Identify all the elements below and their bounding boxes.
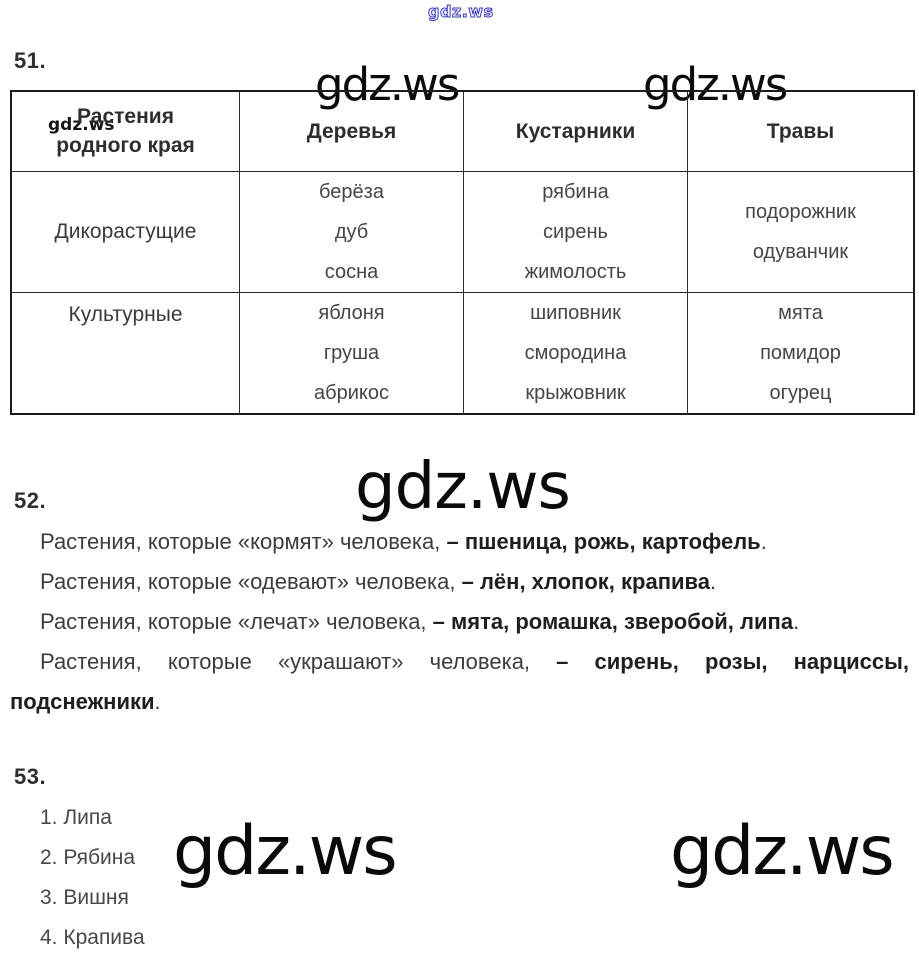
trees-cell-wild: берёза дуб сосна	[239, 170, 464, 293]
answer-text-bold: – пшеница, рожь, картофель	[440, 529, 761, 554]
answer-text-bold: – мята, ромашка, зверобой, липа	[426, 609, 794, 634]
plant-name: груша	[323, 341, 380, 364]
plant-name: абрикос	[314, 381, 389, 404]
answer-text-plain: Растения, которые «лечат» человека,	[40, 609, 427, 634]
category-cell-cultivated: Культурные	[10, 291, 240, 414]
task-52-label: 52.	[14, 488, 47, 513]
table-row-cultivated: Культурные яблоня груша абрикос шиповник…	[10, 291, 915, 414]
answer-period: .	[793, 609, 800, 634]
plant-name: шиповник	[530, 301, 621, 324]
task-53-label: 53.	[14, 764, 47, 789]
task-51-label: 51.	[14, 48, 47, 73]
plant-name: дуб	[334, 220, 369, 243]
task-52-answers: Растения, которые «кормят» человека, – п…	[10, 522, 909, 722]
answer-period: .	[760, 529, 767, 554]
plant-name: сосна	[324, 260, 379, 283]
category-cell-wild: Дикорастущие	[10, 170, 240, 293]
header-trees: Деревья	[239, 90, 464, 172]
header-herbs: Травы	[687, 90, 915, 172]
list-item: 1. Липа	[40, 806, 112, 829]
answer-text-bold: подснежники	[10, 689, 155, 714]
plant-name: мята	[778, 301, 823, 324]
plant-name: помидор	[760, 341, 841, 364]
plant-name: жимолость	[524, 260, 627, 283]
answer-paragraph: Растения, которые «лечат» человека, – мя…	[10, 602, 909, 642]
answer-period: .	[709, 569, 717, 594]
answer-text-plain: Растения, которые «кормят» человека,	[40, 529, 441, 554]
watermark-top: gdz.ws	[428, 2, 494, 21]
plant-name: рябина	[542, 180, 609, 203]
header-line-1: Растения	[77, 105, 174, 129]
herbs-cell-wild: подорожник одуванчик	[687, 170, 915, 293]
answer-paragraph: Растения, которые «одевают» человека, – …	[10, 562, 909, 602]
plant-name: берёза	[319, 180, 384, 203]
header-plants-of-region: Растения родного края	[10, 90, 240, 172]
answer-period: .	[154, 689, 161, 714]
shrubs-cell-cultivated: шиповник смородина крыжовник	[463, 291, 688, 414]
watermark-bottom-right: gdz.ws	[670, 812, 895, 891]
answer-text-plain: Растения, которые «украшают» человека,	[40, 649, 531, 674]
answer-paragraph-continuation: подснежники.	[10, 682, 909, 722]
list-item: 3. Вишня	[40, 886, 129, 909]
plant-name: яблоня	[318, 301, 385, 324]
answer-paragraph: Растения, которые «кормят» человека, – п…	[10, 522, 909, 562]
table-header-row: Растения родного края Деревья Кустарники…	[10, 90, 915, 172]
plant-name: подорожник	[745, 200, 856, 223]
plant-name: крыжовник	[525, 381, 626, 404]
plant-name: сирень	[543, 220, 608, 243]
plant-name: огурец	[769, 381, 832, 404]
answer-text-plain: Растения, которые «одевают» человека,	[40, 569, 456, 594]
herbs-cell-cultivated: мята помидор огурец	[687, 291, 915, 414]
plant-name: смородина	[524, 341, 627, 364]
header-shrubs: Кустарники	[463, 90, 688, 172]
list-item: 2. Рябина	[40, 846, 136, 869]
plants-table: Растения родного края Деревья Кустарники…	[10, 90, 915, 415]
answer-paragraph: Растения, которые «украшают» человека, –…	[10, 642, 909, 682]
watermark-bottom-left: gdz.ws	[173, 812, 398, 891]
task-53-list: 1. Липа 2. Рябина 3. Вишня 4. Крапива	[40, 798, 145, 958]
answer-text-bold: – лён, хлопок, крапива	[455, 569, 710, 594]
answer-text-bold: – сирень, розы, нарциссы,	[530, 649, 909, 674]
header-line-2: родного края	[56, 134, 195, 158]
shrubs-cell-wild: рябина сирень жимолость	[463, 170, 688, 293]
trees-cell-cultivated: яблоня груша абрикос	[239, 291, 464, 414]
watermark-section-52: gdz.ws	[355, 450, 571, 524]
list-item: 4. Крапива	[40, 926, 145, 949]
plant-name: одуванчик	[752, 240, 849, 263]
table-row-wild: Дикорастущие берёза дуб сосна рябина сир…	[10, 170, 915, 293]
